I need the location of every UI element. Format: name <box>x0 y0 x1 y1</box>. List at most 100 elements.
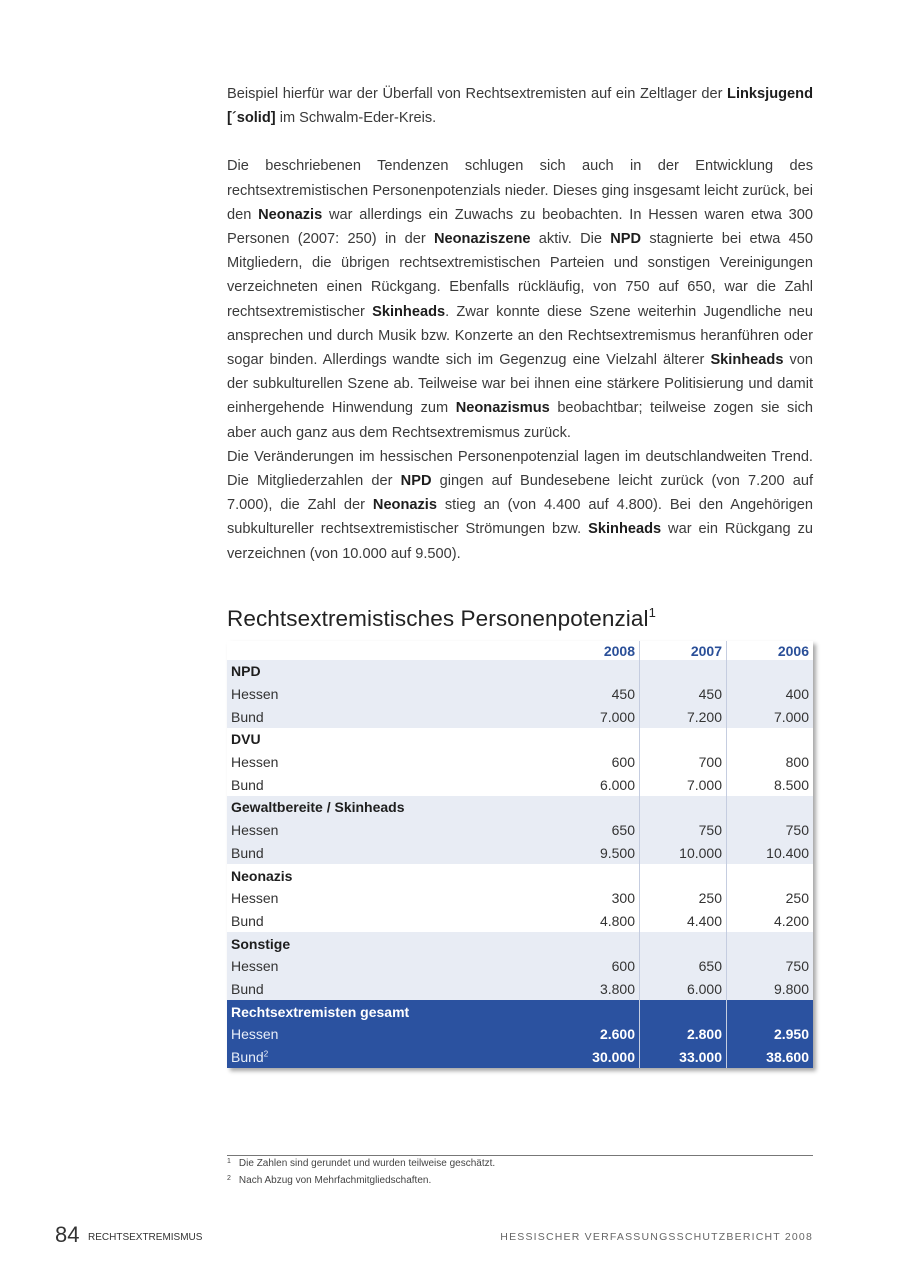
table-row: Hessen 650 750 750 <box>227 818 813 842</box>
row-label: Bund <box>227 705 553 729</box>
group-header-row: DVU <box>227 728 813 751</box>
value-cell: 700 <box>639 750 727 774</box>
value-cell: 4.800 <box>553 909 640 933</box>
table-row: Hessen 600 650 750 <box>227 954 813 978</box>
empty-cell <box>639 864 727 887</box>
value-cell: 7.000 <box>553 705 640 729</box>
bold-term: NPD <box>400 473 432 490</box>
footnote-ref: 1 <box>648 605 656 620</box>
value-cell: 4.400 <box>639 909 727 933</box>
value-cell: 2.950 <box>726 1023 813 1046</box>
footnote-text: Nach Abzug von Mehrfachmitgliedschaften. <box>238 1175 432 1186</box>
bold-term: Skinheads <box>588 521 662 538</box>
value-cell: 600 <box>553 954 640 978</box>
empty-cell <box>553 864 640 887</box>
bold-term: Linksjugend [´solid] <box>227 86 813 127</box>
group-label: Neonazis <box>227 864 553 887</box>
group-label: Gewaltbereite / Skinheads <box>227 796 553 819</box>
row-label: Hessen <box>227 1023 553 1046</box>
table-row: Hessen 300 250 250 <box>227 886 813 910</box>
row-label: Hessen <box>227 954 553 978</box>
row-label-text: Hessen <box>231 958 279 975</box>
table-header-row: 2008 2007 2006 <box>227 641 813 660</box>
text-run: war ein Rückgang zu verzeichnen (von 10.… <box>227 521 813 562</box>
text-run: stieg an (von 4.400 auf 4.800). Bei den … <box>227 497 813 538</box>
personenpotenzial-table: 2008 2007 2006 NPD Hessen 450 450 400 Bund 7.0… <box>227 641 813 1069</box>
row-label-text: Bund <box>231 844 264 861</box>
value-cell: 650 <box>639 954 727 978</box>
value-cell: 450 <box>639 682 727 706</box>
table-row: Bund 4.800 4.400 4.200 <box>227 909 813 933</box>
text-run: im Schwalm-Eder-Kreis. <box>275 110 437 127</box>
text-run: von der subkulturellen Szene ab. Teilwei… <box>227 352 814 417</box>
row-label: Hessen <box>227 682 553 706</box>
value-cell: 2.800 <box>639 1023 727 1046</box>
value-cell: 9.800 <box>726 977 813 1001</box>
text-run: Beispiel hierfür war der Überfall von Re… <box>227 86 728 102</box>
empty-cell <box>639 660 727 683</box>
header-empty <box>227 641 553 660</box>
value-cell: 7.000 <box>726 705 813 729</box>
text-run: Die Veränderungen im hessischen Personen… <box>227 448 813 490</box>
empty-cell <box>639 1000 727 1023</box>
table-row: Bund 6.000 7.000 8.500 <box>227 773 813 797</box>
group-header-row: Gewaltbereite / Skinheads <box>227 796 813 819</box>
empty-cell <box>639 932 727 955</box>
section-name: RECHTSEXTREMISMUS <box>88 1232 203 1243</box>
value-cell: 38.600 <box>726 1045 813 1069</box>
page-number: 84 <box>55 1222 80 1247</box>
value-cell: 300 <box>553 886 640 910</box>
row-label-text: Hessen <box>231 754 279 771</box>
bold-term: Neonazismus <box>455 400 550 417</box>
group-header-row: Rechtsextremisten gesamt <box>227 1000 813 1023</box>
group-header-row: Sonstige <box>227 932 813 955</box>
value-cell: 30.000 <box>553 1045 640 1069</box>
row-label: Bund <box>227 773 553 797</box>
row-label-text: Hessen <box>231 890 279 907</box>
value-cell: 10.000 <box>639 841 727 865</box>
table-row: Hessen 2.600 2.800 2.950 <box>227 1023 813 1046</box>
value-cell: 9.500 <box>553 841 640 865</box>
bold-term: Neonazis <box>258 206 323 223</box>
value-cell: 2.600 <box>553 1023 640 1046</box>
empty-cell <box>553 728 640 751</box>
empty-cell <box>553 660 640 683</box>
group-label: Sonstige <box>227 932 553 955</box>
text-run: . Zwar konnte diese Szene weiterhin Juge… <box>227 303 813 369</box>
value-cell: 7.200 <box>639 705 727 729</box>
value-cell: 800 <box>726 750 813 774</box>
group-header-row: Neonazis <box>227 864 813 887</box>
value-cell: 250 <box>726 886 813 910</box>
value-cell: 750 <box>726 818 813 842</box>
table-row: Bund2 30.000 33.000 38.600 <box>227 1045 813 1069</box>
value-cell: 750 <box>726 954 813 978</box>
table-row: Bund 3.800 6.000 9.800 <box>227 977 813 1001</box>
value-cell: 400 <box>726 682 813 706</box>
empty-cell <box>726 1000 813 1023</box>
value-cell: 600 <box>553 750 640 774</box>
value-cell: 10.400 <box>726 841 813 865</box>
text-run: beobachtbar; teilweise zogen sie sich ab… <box>227 400 813 441</box>
bold-term: Neonaziszene <box>433 231 531 248</box>
row-label: Bund <box>227 977 553 1001</box>
empty-cell <box>639 796 727 819</box>
footnote-mark: 2 <box>227 1175 231 1182</box>
empty-cell <box>553 1000 640 1023</box>
value-cell: 4.200 <box>726 909 813 933</box>
text-run: aktiv. Die <box>530 231 611 248</box>
table-row: Bund 9.500 10.000 10.400 <box>227 841 813 865</box>
empty-cell <box>726 728 813 751</box>
value-cell: 8.500 <box>726 773 813 797</box>
value-cell: 250 <box>639 886 727 910</box>
row-label-text: Bund <box>231 1049 264 1066</box>
table-row: Bund 7.000 7.200 7.000 <box>227 705 813 729</box>
header-year: 2008 <box>553 641 640 660</box>
value-cell: 7.000 <box>639 773 727 797</box>
row-label-text: Bund <box>231 912 264 929</box>
header-year: 2007 <box>639 641 727 660</box>
group-header-row: NPD <box>227 660 813 683</box>
empty-cell <box>726 864 813 887</box>
text-run: stagnierte bei etwa 450 Mitgliedern, die… <box>227 231 813 320</box>
empty-cell <box>726 932 813 955</box>
paragraph: Die Veränderungen im hessischen Personen… <box>227 445 813 566</box>
